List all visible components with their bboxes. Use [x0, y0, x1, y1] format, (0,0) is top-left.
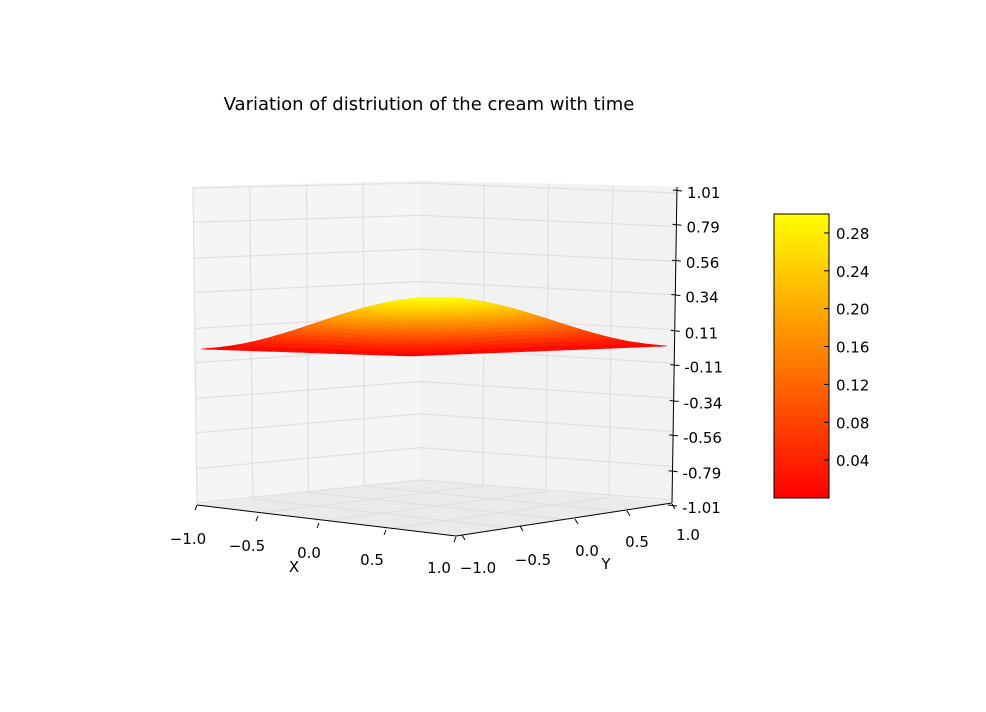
y-tick-label: −0.5	[515, 551, 551, 569]
y-tick	[626, 510, 631, 517]
grid-line	[196, 479, 673, 504]
y-tick-label: 0.5	[625, 533, 649, 551]
z-tick	[672, 223, 682, 226]
colorbar-tick-label: 0.20	[836, 301, 869, 319]
grid-line	[193, 248, 676, 262]
chart-title: Variation of distriution of the cream wi…	[224, 94, 635, 115]
grid-line	[196, 447, 673, 470]
grid-line	[194, 280, 676, 296]
colorbar-tick-label: 0.24	[836, 263, 869, 281]
z-tick	[672, 189, 683, 192]
y-axis: −1.0 −0.5 0.0 0.5 1.0	[455, 502, 700, 577]
z-tick-label: -0.34	[684, 395, 723, 413]
grid-line	[195, 380, 674, 400]
colorbar-tick-label: 0.12	[836, 376, 869, 394]
x-tick	[453, 536, 457, 543]
z-tick-label: 0.56	[686, 254, 719, 272]
y-tick	[519, 525, 524, 532]
colorbar-tick-label: 0.16	[836, 339, 869, 357]
grid-line	[364, 485, 619, 512]
grid-line	[192, 182, 678, 194]
y-axis-line	[455, 502, 673, 537]
y-tick-label: −1.0	[460, 559, 496, 577]
z-tick-label: -1.01	[682, 499, 721, 517]
z-tick-label: 0.79	[686, 218, 719, 236]
y-axis-label: Y	[600, 555, 611, 573]
z-tick	[670, 329, 680, 332]
x-tick-label: 1.0	[427, 559, 451, 577]
z-axis: 1.01 0.79 0.56 0.34 0.11 -0.11 -0.34 -0.56 -0.79…	[667, 184, 723, 517]
z-axis-line	[671, 186, 678, 504]
z-tick-label: 0.11	[685, 324, 718, 342]
grid-line	[196, 413, 674, 434]
colorbar-gradient	[773, 213, 830, 499]
grid-line	[193, 214, 677, 228]
grid-line	[192, 186, 198, 506]
y-tick-label: 1.0	[676, 526, 700, 544]
z-tick-label: -0.11	[684, 359, 723, 377]
z-tick-label: -0.56	[683, 429, 722, 447]
surface-plot	[200, 296, 668, 357]
z-tick	[669, 400, 679, 403]
colorbar-tick-label: 0.04	[836, 452, 869, 470]
y-tick	[461, 534, 466, 541]
x-axis: −1.0 −0.5 0.0 0.5 1.0	[170, 504, 457, 577]
x-tick	[316, 522, 320, 529]
z-tick	[670, 364, 680, 367]
z-tick-label: -0.79	[683, 465, 722, 483]
colorbar-tick-label: 0.08	[836, 414, 869, 432]
y-tick-label: 0.0	[575, 542, 599, 560]
x-axis-line	[196, 504, 457, 537]
z-tick	[671, 293, 681, 296]
x-tick-label: 0.0	[297, 544, 321, 562]
surface-patch	[404, 354, 417, 357]
x-tick-label: −0.5	[229, 537, 265, 555]
grid-line	[308, 491, 565, 521]
z-tick	[671, 259, 681, 262]
z-tick-label: 1.01	[687, 184, 720, 202]
x-tick-label: 0.5	[360, 551, 384, 569]
x-tick	[194, 504, 198, 511]
x-axis-label: X	[289, 558, 299, 576]
colorbar: 0.28 0.24 0.20 0.16 0.12 0.08 0.04	[773, 213, 869, 499]
grid-line	[391, 496, 610, 529]
y-tick	[671, 503, 676, 510]
x-tick	[255, 515, 259, 522]
y-tick	[574, 518, 579, 525]
colorbar-ticks: 0.28 0.24 0.20 0.16 0.12 0.08 0.04	[824, 225, 869, 470]
x-tick	[383, 529, 387, 536]
z-tick	[668, 470, 678, 473]
x-tick-label: −1.0	[170, 530, 206, 548]
z-tick	[669, 434, 679, 437]
z-tick-label: 0.34	[685, 288, 718, 306]
colorbar-tick-label: 0.28	[836, 225, 869, 243]
